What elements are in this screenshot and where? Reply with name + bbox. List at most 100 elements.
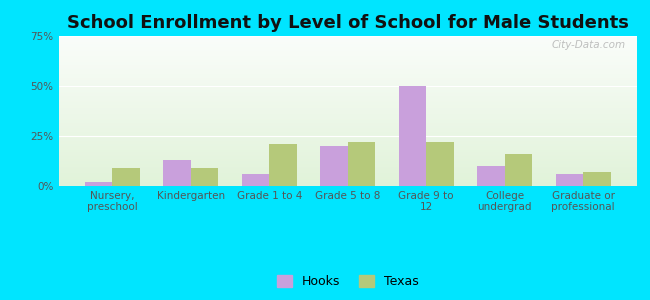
Bar: [58, 135, 637, 136]
Bar: [58, 108, 637, 110]
Bar: [58, 156, 637, 158]
Bar: [58, 164, 637, 165]
Bar: [58, 85, 637, 87]
Bar: [58, 171, 637, 172]
Bar: [58, 167, 637, 168]
Bar: [58, 117, 637, 118]
Bar: [58, 90, 637, 92]
Bar: [58, 94, 637, 96]
Legend: Hooks, Texas: Hooks, Texas: [272, 270, 424, 293]
Bar: [58, 84, 637, 86]
Bar: [58, 144, 637, 146]
Bar: [58, 105, 637, 106]
Bar: [58, 87, 637, 88]
Bar: [58, 177, 637, 178]
Bar: [505, 154, 532, 186]
Bar: [58, 57, 637, 58]
Bar: [58, 80, 637, 81]
Bar: [58, 168, 637, 170]
Bar: [58, 60, 637, 61]
Bar: [58, 46, 637, 48]
Bar: [58, 126, 637, 128]
Bar: [58, 69, 637, 70]
Bar: [58, 102, 637, 104]
Bar: [58, 64, 637, 66]
Bar: [58, 174, 637, 176]
Bar: [58, 72, 637, 74]
Bar: [58, 124, 637, 126]
Bar: [58, 103, 637, 105]
Bar: [58, 142, 637, 144]
Bar: [58, 40, 637, 42]
Bar: [58, 162, 637, 164]
Bar: [58, 146, 637, 147]
Bar: [58, 154, 637, 156]
Bar: [58, 123, 637, 124]
Bar: [58, 75, 637, 76]
Bar: [348, 142, 375, 186]
Bar: [58, 51, 637, 52]
Bar: [58, 52, 637, 54]
Bar: [58, 150, 637, 152]
Bar: [58, 93, 637, 94]
Bar: [58, 50, 637, 51]
Bar: [58, 88, 637, 90]
Bar: [58, 134, 637, 135]
Bar: [58, 96, 637, 98]
Bar: [58, 99, 637, 100]
Bar: [58, 78, 637, 80]
Bar: [58, 141, 637, 142]
Bar: [58, 66, 637, 68]
Bar: [58, 176, 637, 177]
Bar: [58, 39, 637, 40]
Bar: [58, 92, 637, 93]
Bar: [58, 45, 637, 46]
Bar: [58, 129, 637, 130]
Bar: [58, 183, 637, 184]
Bar: [58, 56, 637, 57]
Bar: [58, 147, 637, 148]
Bar: [58, 112, 637, 114]
Bar: [58, 100, 637, 102]
Bar: [58, 36, 637, 38]
Bar: [58, 182, 637, 183]
Bar: [58, 172, 637, 174]
Bar: [58, 169, 637, 171]
Bar: [242, 174, 269, 186]
Bar: [58, 81, 637, 82]
Bar: [84, 182, 112, 186]
Bar: [58, 138, 637, 140]
Bar: [58, 140, 637, 141]
Bar: [58, 106, 637, 108]
Bar: [163, 160, 190, 186]
Bar: [58, 44, 637, 45]
Bar: [58, 152, 637, 153]
Bar: [583, 172, 611, 186]
Bar: [58, 165, 637, 166]
Bar: [58, 74, 637, 75]
Bar: [426, 142, 454, 186]
Bar: [58, 120, 637, 122]
Bar: [269, 144, 297, 186]
Bar: [58, 48, 637, 50]
Bar: [58, 76, 637, 78]
Bar: [58, 61, 637, 63]
Bar: [58, 58, 637, 60]
Bar: [58, 70, 637, 72]
Bar: [190, 168, 218, 186]
Bar: [58, 136, 637, 138]
Bar: [58, 148, 637, 150]
Bar: [58, 54, 637, 56]
Bar: [398, 86, 426, 186]
Bar: [58, 68, 637, 69]
Bar: [58, 38, 637, 39]
Bar: [58, 132, 637, 134]
Text: City-Data.com: City-Data.com: [551, 40, 625, 50]
Bar: [58, 116, 637, 117]
Bar: [58, 153, 637, 154]
Bar: [58, 184, 637, 186]
Bar: [112, 168, 140, 186]
Bar: [58, 130, 637, 132]
Bar: [58, 180, 637, 182]
Bar: [58, 128, 637, 129]
